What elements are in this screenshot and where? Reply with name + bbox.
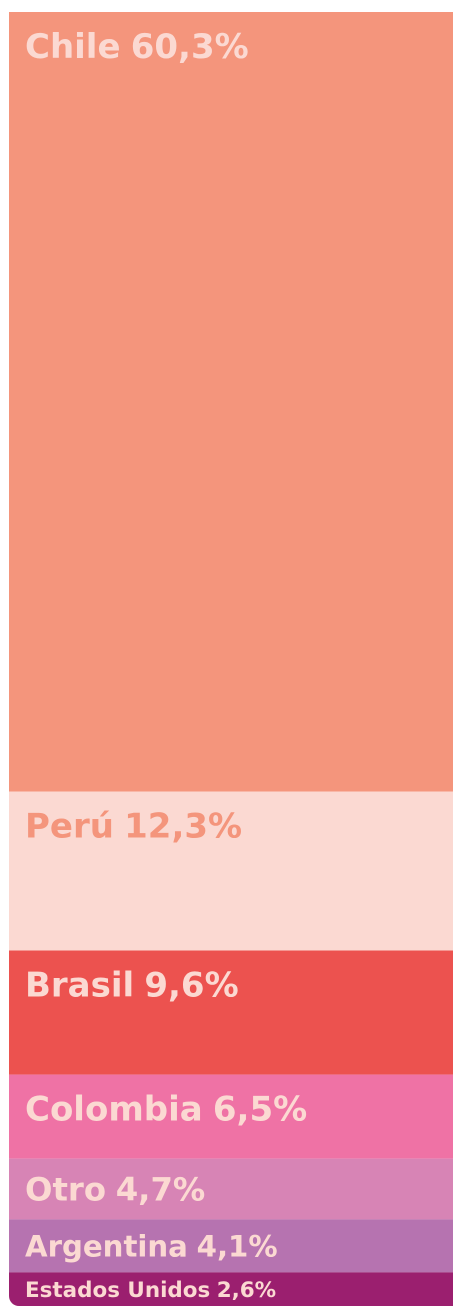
value-label: 9,6%: [144, 966, 238, 1006]
category-name: Colombia: [25, 1090, 203, 1130]
category-name: Brasil: [25, 966, 134, 1006]
segment-label: Otro 4,7%: [25, 1171, 205, 1209]
value-label: 60,3%: [131, 27, 249, 67]
value-label: 6,5%: [213, 1090, 307, 1130]
segment-label: Chile 60,3%: [25, 27, 249, 67]
category-name: Argentina: [25, 1229, 188, 1263]
value-label: 4,1%: [197, 1229, 278, 1263]
segment: [9, 1272, 453, 1306]
segment-label: Perú 12,3%: [25, 807, 242, 847]
category-name: Otro: [25, 1171, 106, 1209]
stack: [9, 12, 453, 1306]
category-name: Estados Unidos: [25, 1278, 210, 1303]
segment-label: Argentina 4,1%: [25, 1229, 278, 1263]
segment: [9, 791, 453, 951]
segment-label: Estados Unidos 2,6%: [25, 1278, 276, 1303]
category-name: Perú: [25, 807, 114, 847]
segment: [9, 12, 453, 792]
value-label: 12,3%: [124, 807, 242, 847]
segment: [9, 1074, 453, 1159]
category-name: Chile: [25, 27, 121, 67]
segment: [9, 950, 453, 1075]
segment-label: Colombia 6,5%: [25, 1090, 307, 1130]
segment: [9, 1158, 453, 1220]
labels: Chile 60,3% Perú 12,3% Brasil 9,6% Colombia 6,5…: [25, 27, 307, 1303]
segment: [9, 1219, 453, 1273]
segment-label: Brasil 9,6%: [25, 966, 239, 1006]
value-label: 4,7%: [116, 1171, 206, 1209]
value-label: 2,6%: [217, 1278, 276, 1303]
